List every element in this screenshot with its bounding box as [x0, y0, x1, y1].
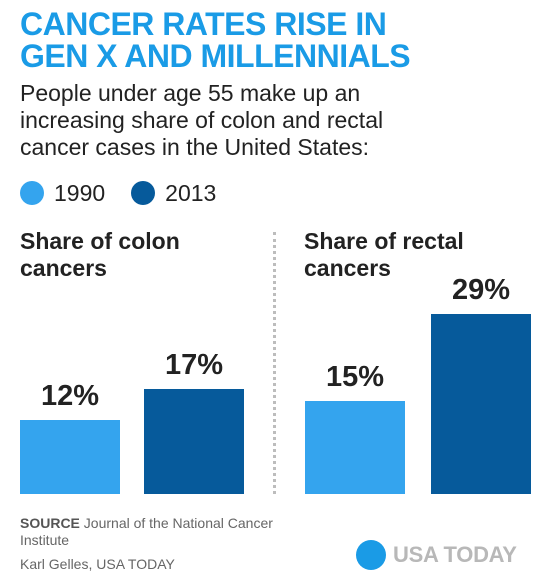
- rectal-bar-2013: [431, 314, 531, 494]
- rectal-panel-title-line: cancers: [304, 255, 391, 281]
- legend-swatch-2013: [131, 181, 156, 205]
- colon-bar-label-1990: 12%: [40, 379, 100, 412]
- panel-divider: [273, 232, 276, 494]
- credit: Karl Gelles, USA TODAY: [20, 556, 175, 572]
- rectal-panel-title: Share of rectal cancers: [304, 228, 464, 282]
- chart-subtitle: People under age 55 make up an increasin…: [20, 80, 530, 161]
- usa-today-circle-icon: [356, 540, 386, 570]
- legend-label-2013: 2013: [165, 179, 217, 206]
- logo-text: USA TODAY: [393, 542, 517, 567]
- title-line: CANCER RATES RISE IN: [20, 6, 387, 42]
- chart-title: CANCER RATES RISE IN GEN X AND MILLENNIA…: [20, 8, 530, 72]
- rectal-bar-label-2013: 29%: [451, 274, 511, 307]
- subtitle-line: cancer cases in the United States:: [20, 134, 370, 160]
- legend-item-1990: 1990: [20, 180, 105, 207]
- source-key: SOURCE: [20, 515, 80, 531]
- colon-panel-title-line: Share of colon: [20, 228, 180, 254]
- legend-swatch-1990: [20, 181, 44, 205]
- colon-bar-1990: [20, 419, 120, 494]
- colon-panel-title: Share of colon cancers: [20, 228, 180, 282]
- colon-panel-title-line: cancers: [20, 255, 107, 281]
- subtitle-line: People under age 55 make up an: [20, 80, 361, 106]
- legend-item-2013: 2013: [131, 180, 216, 207]
- source-text: Journal of the National Cancer Institute: [20, 515, 273, 548]
- title-line: GEN X AND MILLENNIALS: [20, 38, 411, 74]
- source-note: SOURCE Journal of the National Cancer In…: [20, 515, 280, 549]
- subtitle-line: increasing share of colon and rectal: [20, 107, 384, 133]
- usa-today-logo: USA TODAY: [356, 540, 517, 570]
- rectal-panel-title-line: Share of rectal: [304, 228, 464, 254]
- colon-bar-label-2013: 17%: [164, 348, 224, 381]
- legend-label-1990: 1990: [54, 179, 106, 206]
- rectal-bar-1990: [305, 401, 405, 494]
- rectal-bar-label-1990: 15%: [325, 361, 385, 393]
- colon-bar-2013: [144, 388, 244, 494]
- legend: 1990 2013: [20, 178, 242, 208]
